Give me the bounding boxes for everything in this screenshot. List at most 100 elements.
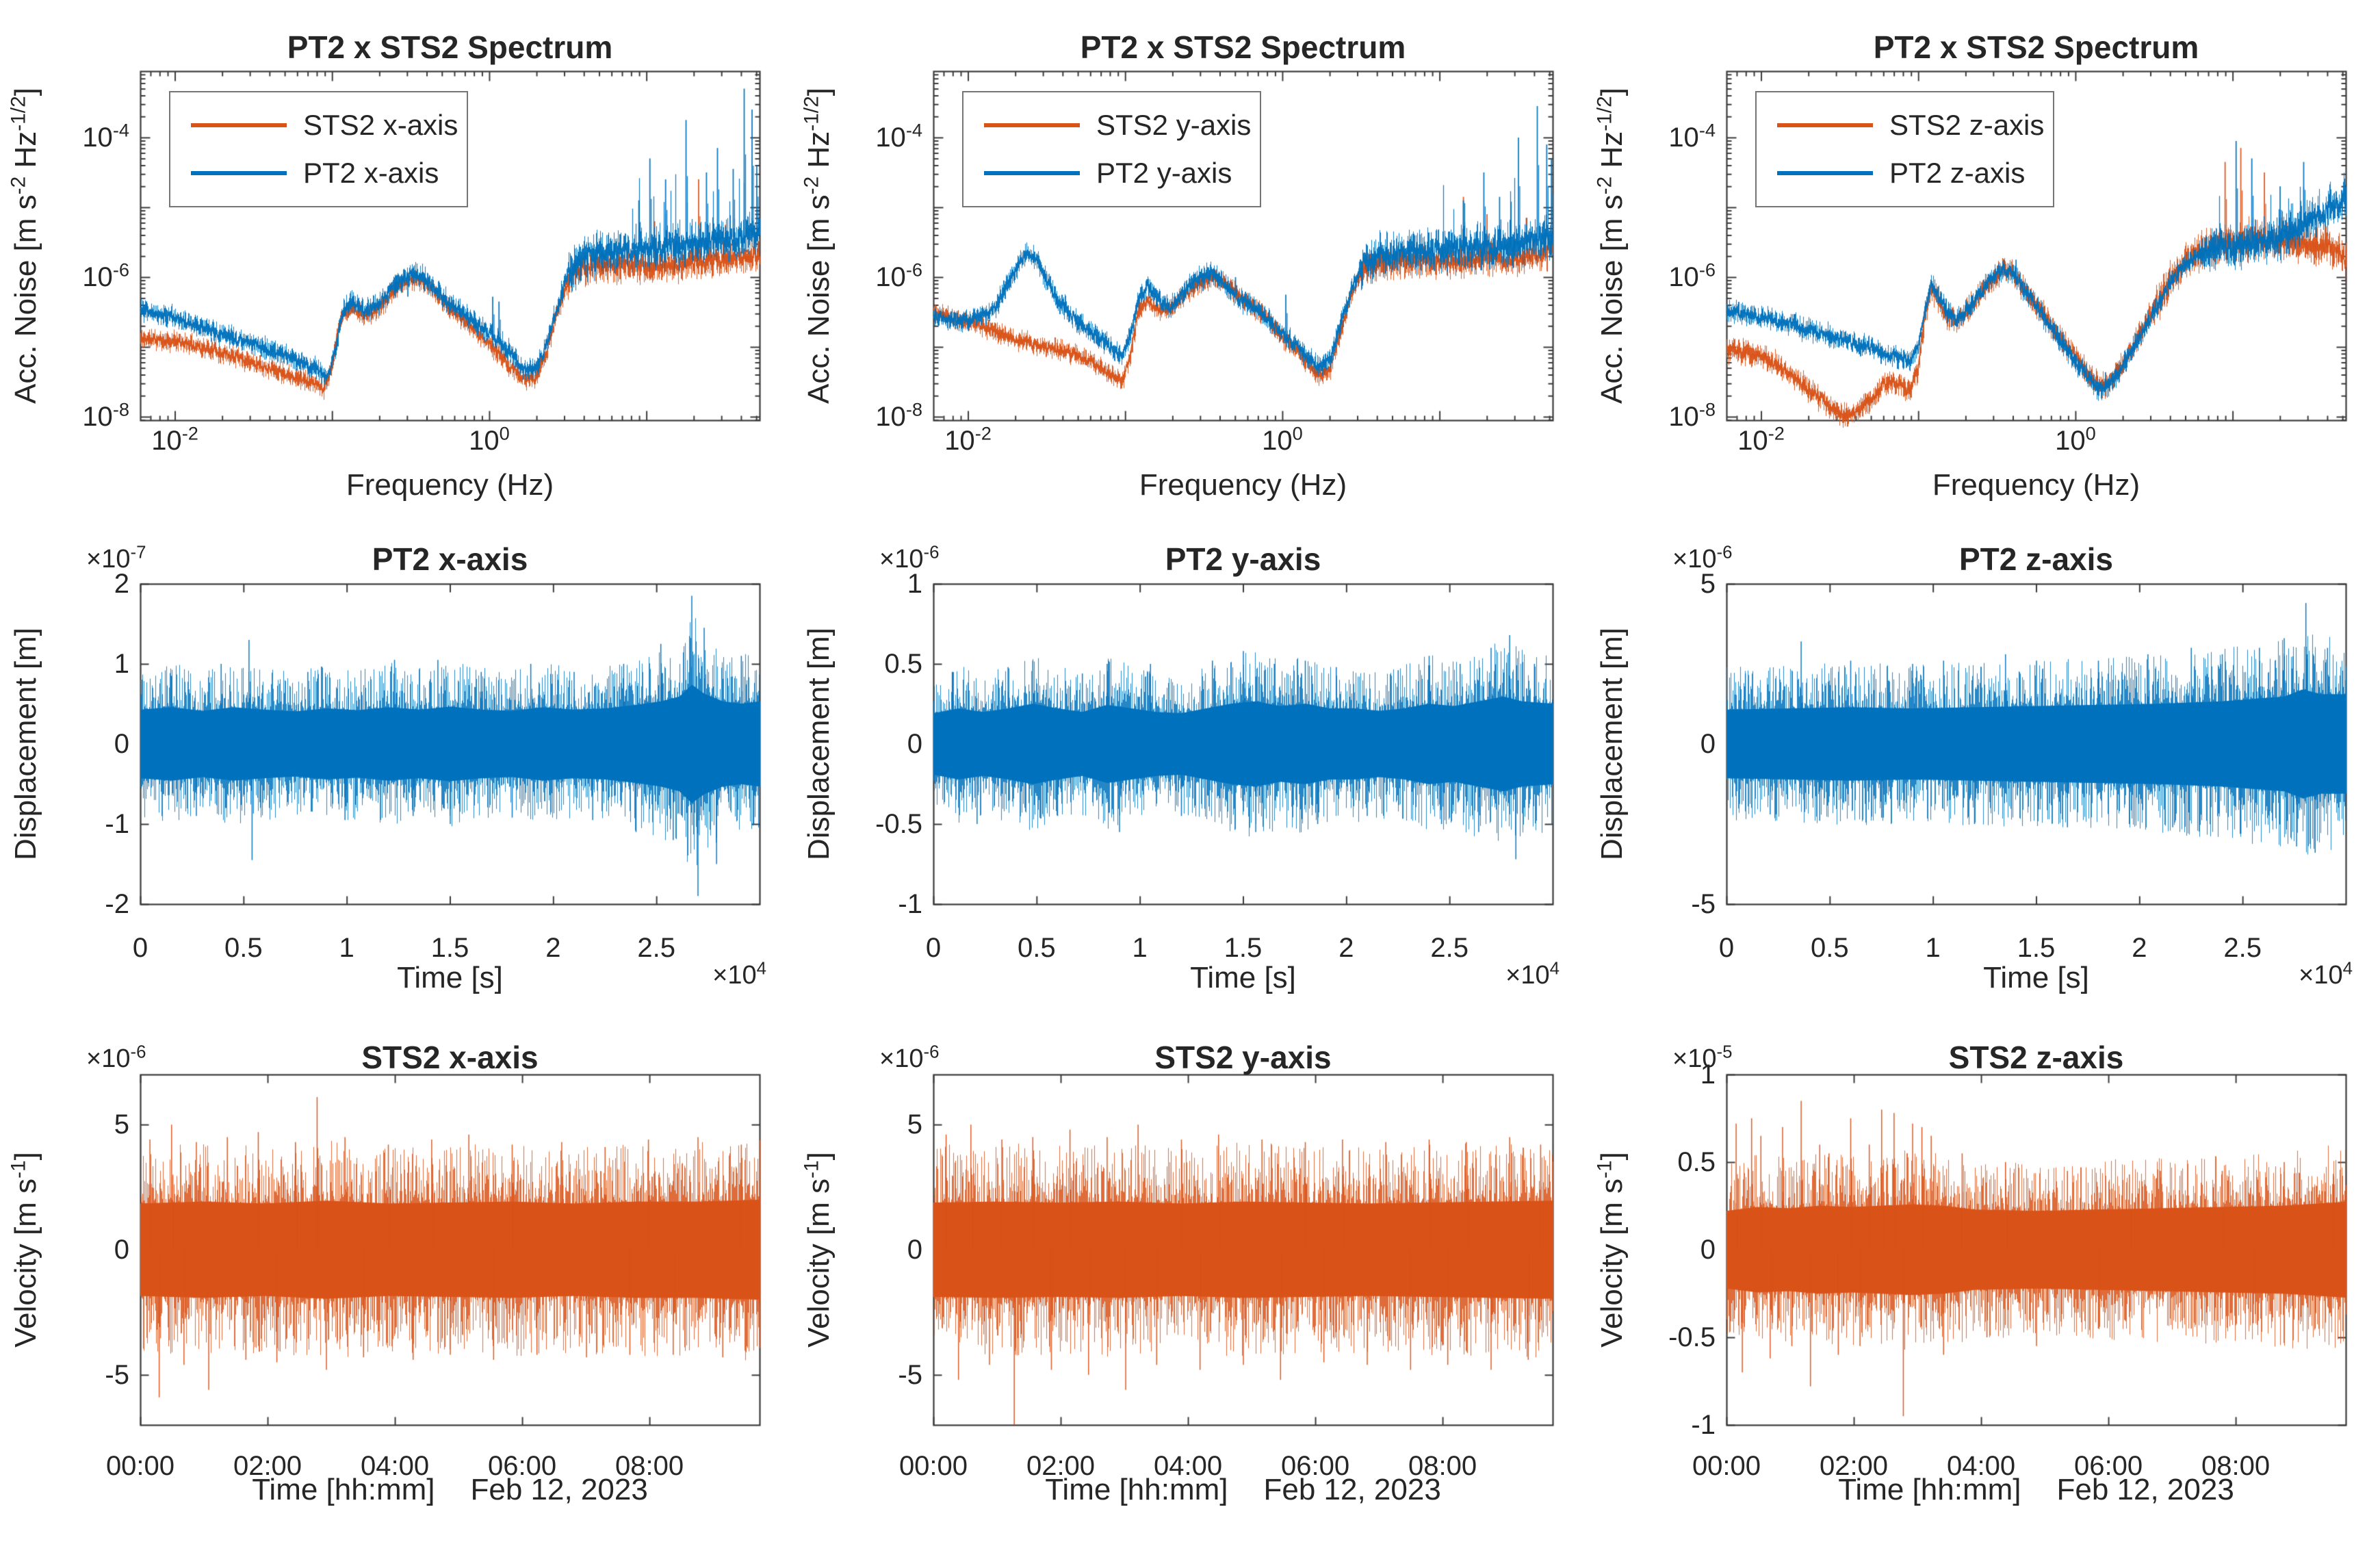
x-tick-label: 02:00 [233, 1451, 302, 1481]
y-tick-label: -1 [898, 889, 922, 919]
x-tick-label: 06:00 [2074, 1451, 2143, 1481]
legend-label: PT2 z-axis [1889, 157, 2026, 189]
x-tick-label: 04:00 [1946, 1451, 2016, 1481]
x-tick-label: 2.5 [2223, 933, 2262, 963]
y-tick-label: 10-8 [875, 398, 922, 432]
y-tick-label: 0 [114, 1235, 129, 1265]
y-tick-label: 0 [907, 1235, 922, 1265]
x-axis-label: Time [hh:mm] [1838, 1473, 2021, 1506]
y-tick-label: 10-4 [875, 119, 922, 153]
x-tick-label: 0 [132, 933, 148, 963]
x-tick-label: 2.5 [637, 933, 675, 963]
plot-title: PT2 x-axis [372, 541, 528, 577]
x-scale-factor: ×104 [2299, 959, 2353, 990]
y-tick-label: 1 [907, 569, 922, 599]
x-tick-label: 1.5 [1224, 933, 1263, 963]
subplot-pt2-x-displacement: PT2 x-axis ×10-7 Displacement [m] Time [… [0, 515, 793, 1029]
sts2-x-waveform-canvas [0, 1029, 793, 1544]
x-axis-label: Time [s] [1983, 961, 2089, 994]
y-tick-label: 10-6 [875, 259, 922, 292]
legend-line-swatch-pt2 [191, 171, 287, 175]
y-tick-label: 1 [114, 649, 129, 679]
x-tick-label: 1 [1925, 933, 1941, 963]
x-tick-label: 0.5 [224, 933, 263, 963]
x-axis-label: Frequency (Hz) [1932, 468, 2140, 502]
legend-item-sts2: STS2 y-axis [963, 109, 1260, 142]
y-tick-label: 0 [1700, 1235, 1716, 1265]
x-tick-label: 100 [2055, 422, 2096, 456]
legend-box: STS2 x-axis PT2 x-axis [169, 91, 468, 207]
x-tick-label: 0 [1718, 933, 1735, 963]
subplot-pt2-z-displacement: PT2 z-axis ×10-6 Displacement [m] Time [… [1586, 515, 2379, 1029]
legend-line-swatch-sts2 [984, 123, 1080, 127]
subplot-sts2-x-velocity: STS2 x-axis ×10-6 Velocity [m s-1] Time … [0, 1029, 793, 1544]
plot-title: PT2 y-axis [1165, 541, 1321, 577]
spectrum-z-plot-canvas [1586, 0, 2379, 515]
legend-label: PT2 y-axis [1096, 157, 1232, 189]
x-tick-label: 2 [545, 933, 561, 963]
legend-box: STS2 z-axis PT2 z-axis [1755, 91, 2054, 207]
x-axis-label: Frequency (Hz) [346, 468, 554, 502]
y-scale-factor: ×10-6 [1672, 543, 1733, 574]
y-tick-label: -0.5 [875, 809, 922, 839]
x-tick-label: 10-2 [944, 422, 992, 456]
y-tick-label: -1 [105, 809, 129, 839]
legend-box: STS2 y-axis PT2 y-axis [962, 91, 1261, 207]
subplot-spectrum-z: PT2 x STS2 Spectrum Acc. Noise [m s-2 Hz… [1586, 0, 2379, 515]
sts2-y-waveform-canvas [793, 1029, 1586, 1544]
y-tick-label: 10-8 [82, 398, 129, 432]
y-tick-label: -1 [1691, 1410, 1716, 1440]
plot-title: STS2 x-axis [361, 1040, 539, 1075]
x-tick-label: 10-2 [151, 422, 198, 456]
y-tick-label: -2 [105, 889, 129, 919]
x-tick-label: 00:00 [105, 1451, 175, 1481]
legend-label: STS2 y-axis [1096, 109, 1252, 141]
x-tick-label: 10-2 [1737, 422, 1785, 456]
y-tick-label: -0.5 [1668, 1322, 1716, 1352]
legend-label: STS2 z-axis [1889, 109, 2045, 141]
legend-line-swatch-sts2 [1777, 123, 1873, 127]
legend-item-pt2: PT2 z-axis [1757, 157, 2053, 190]
sts2-z-waveform-canvas [1586, 1029, 2379, 1544]
x-tick-label: 04:00 [1153, 1451, 1223, 1481]
x-tick-label: 08:00 [2201, 1451, 2271, 1481]
x-axis-date-label: Feb 12, 2023 [1263, 1473, 1441, 1506]
legend-line-swatch-sts2 [191, 123, 287, 127]
x-scale-factor: ×104 [712, 959, 766, 990]
x-tick-label: 1.5 [430, 933, 469, 963]
subplot-spectrum-y: PT2 x STS2 Spectrum Acc. Noise [m s-2 Hz… [793, 0, 1586, 515]
x-axis-date-label: Feb 12, 2023 [2056, 1473, 2234, 1506]
y-tick-label: 0.5 [1677, 1147, 1716, 1177]
x-tick-label: 00:00 [898, 1451, 968, 1481]
y-tick-label: 0 [907, 729, 922, 759]
y-tick-label: 10-4 [82, 119, 129, 153]
legend-item-pt2: PT2 x-axis [170, 157, 467, 190]
x-axis-label: Time [s] [397, 961, 503, 994]
x-tick-label: 1.5 [2017, 933, 2056, 963]
y-scale-factor: ×10-7 [86, 543, 146, 574]
subplot-sts2-y-velocity: STS2 y-axis ×10-6 Velocity [m s-1] Time … [793, 1029, 1586, 1544]
y-tick-label: 0 [114, 729, 129, 759]
spectrum-y-plot-canvas [793, 0, 1586, 515]
x-tick-label: 2.5 [1430, 933, 1469, 963]
legend-line-swatch-pt2 [1777, 171, 1873, 175]
y-tick-label: 0.5 [884, 649, 922, 679]
x-tick-label: 2 [2132, 933, 2147, 963]
plot-title: PT2 x STS2 Spectrum [1080, 29, 1406, 65]
pt2-z-waveform-canvas [1586, 515, 2379, 1029]
y-scale-factor: ×10-6 [879, 543, 940, 574]
y-tick-label: 1 [1700, 1059, 1716, 1090]
x-tick-label: 06:00 [1281, 1451, 1350, 1481]
plot-title: STS2 y-axis [1154, 1040, 1332, 1075]
x-tick-label: 08:00 [1408, 1451, 1477, 1481]
x-tick-label: 0 [925, 933, 942, 963]
subplot-sts2-z-velocity: STS2 z-axis ×10-5 Velocity [m s-1] Time … [1586, 1029, 2379, 1544]
plot-title: PT2 z-axis [1959, 541, 2113, 577]
x-tick-label: 1 [339, 933, 354, 963]
x-axis-label: Time [s] [1190, 961, 1296, 994]
plot-title: STS2 z-axis [1948, 1040, 2124, 1075]
pt2-y-waveform-canvas [793, 515, 1586, 1029]
y-tick-label: -5 [1691, 889, 1716, 919]
legend-line-swatch-pt2 [984, 171, 1080, 175]
x-axis-label: Frequency (Hz) [1139, 468, 1347, 502]
